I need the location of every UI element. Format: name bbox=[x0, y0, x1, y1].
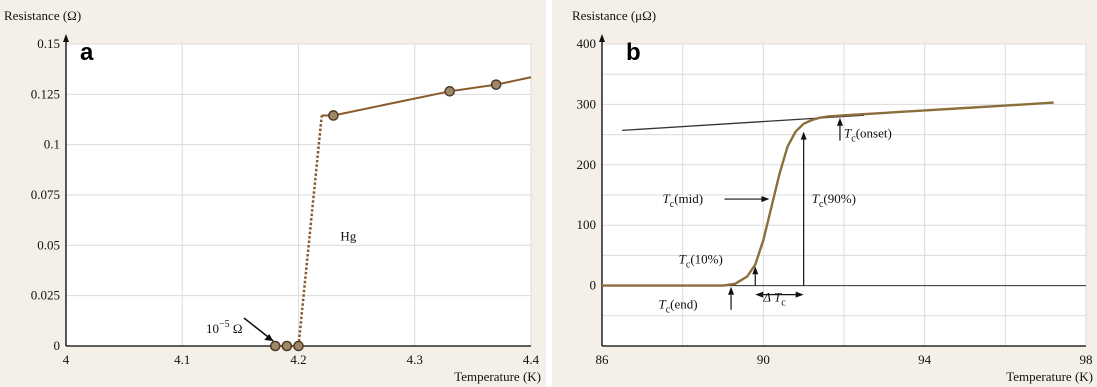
y-tick-label: 100 bbox=[577, 217, 597, 232]
chart-a-svg: 4 4.1 4.2 4.3 4.4 0 0.025 0.05 0.075 0.1 0.125 0.15… bbox=[4, 8, 541, 384]
data-point bbox=[281, 340, 293, 352]
series-line-normal bbox=[333, 90, 450, 117]
series-line-normal bbox=[495, 76, 532, 86]
resistance-annotation-arrowhead bbox=[264, 333, 274, 341]
y-axis-arrow bbox=[599, 34, 605, 42]
y-tick-label: 200 bbox=[577, 157, 597, 172]
chart-panel-b: 86 90 94 98 0 100 200 300 400 Tc(onset) Tc(mid) Tc… bbox=[552, 0, 1097, 387]
tc-end-arrowhead bbox=[728, 286, 735, 295]
tc-mid-arrowhead bbox=[761, 196, 770, 203]
tc-90-arrowhead bbox=[800, 131, 807, 140]
data-point bbox=[328, 110, 339, 121]
y-tick-label: 300 bbox=[577, 96, 597, 111]
series-label-hg: Hg bbox=[340, 228, 356, 243]
y-tick-label: 400 bbox=[577, 36, 597, 51]
chart-panel-a: 4 4.1 4.2 4.3 4.4 0 0.025 0.05 0.075 0.1 0.125 0.15… bbox=[0, 0, 546, 387]
resistance-curve bbox=[602, 101, 1054, 287]
tc-10-label: Tc(10%) bbox=[679, 251, 723, 270]
y-axis-title-b: Resistance (μΩ) bbox=[572, 8, 656, 23]
x-tick-label: 4.2 bbox=[290, 352, 306, 367]
data-point bbox=[490, 79, 502, 90]
panel-letter-b: b bbox=[626, 39, 641, 66]
tc-end-label: Tc(end) bbox=[658, 297, 697, 316]
tc-onset-label: Tc(onset) bbox=[844, 126, 892, 145]
tc-90-label: Tc(90%) bbox=[812, 191, 856, 210]
x-axis-title-b: Temperature (K) bbox=[1006, 369, 1093, 384]
x-tick-label: 86 bbox=[596, 352, 610, 367]
x-tick-label: 4.1 bbox=[174, 352, 190, 367]
tc-mid-label: Tc(mid) bbox=[663, 191, 704, 210]
delta-tc-arrowhead-right bbox=[795, 291, 804, 298]
y-tick-label: 0.05 bbox=[37, 237, 60, 252]
y-tick-label: 0.025 bbox=[31, 288, 60, 303]
x-tick-label: 4.4 bbox=[523, 352, 540, 367]
x-tick-label: 90 bbox=[757, 352, 770, 367]
series-line-normal bbox=[449, 83, 497, 93]
chart-b-svg: 86 90 94 98 0 100 200 300 400 Tc(onset) Tc(mid) Tc… bbox=[572, 8, 1093, 384]
data-point bbox=[444, 86, 455, 97]
tc-10-arrowhead bbox=[752, 266, 759, 275]
resistance-annotation: 10−5 Ω bbox=[206, 319, 243, 336]
x-tick-label: 4 bbox=[63, 352, 70, 367]
delta-tc-label: Δ Tc bbox=[762, 289, 786, 308]
y-tick-label: 0.125 bbox=[31, 86, 60, 101]
y-tick-label: 0.1 bbox=[44, 137, 60, 152]
x-axis-title-a: Temperature (K) bbox=[454, 369, 541, 384]
panel-letter-a: a bbox=[80, 39, 94, 66]
x-tick-label: 94 bbox=[918, 352, 932, 367]
y-tick-label: 0.15 bbox=[37, 36, 60, 51]
y-axis-title-a: Resistance (Ω) bbox=[4, 8, 81, 23]
y-tick-label: 0.075 bbox=[31, 187, 60, 202]
data-point bbox=[269, 340, 281, 352]
tc-onset-arrowhead bbox=[836, 117, 843, 126]
x-tick-label: 4.3 bbox=[407, 352, 423, 367]
y-tick-label: 0 bbox=[54, 338, 61, 353]
y-axis-arrow bbox=[63, 34, 69, 42]
y-tick-label: 0 bbox=[590, 278, 597, 293]
delta-tc-arrowhead-left bbox=[755, 291, 764, 298]
data-point bbox=[293, 340, 304, 352]
x-tick-label: 98 bbox=[1080, 352, 1093, 367]
